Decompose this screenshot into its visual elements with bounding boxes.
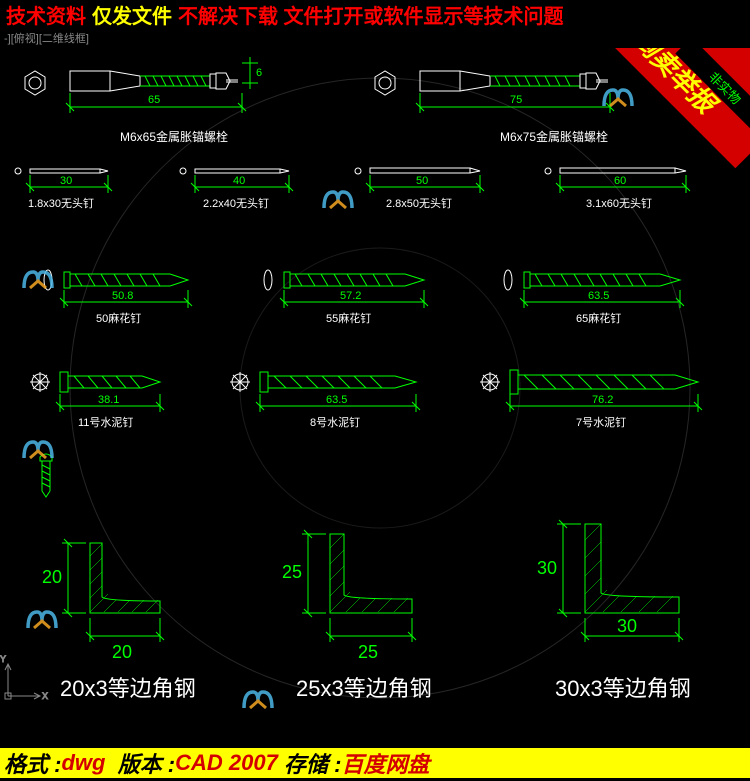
svg-text:3.1x60无头钉: 3.1x60无头钉 [586, 197, 652, 210]
ver-val: CAD 2007 [175, 750, 278, 776]
cement-nails: 38.1 11号水泥钉 63.5 8号水泥钉 [30, 370, 702, 429]
svg-text:1.8x30无头钉: 1.8x30无头钉 [28, 197, 94, 210]
svg-text:20: 20 [112, 642, 132, 662]
anchor-bolt-1: 6 65 M6x65金属胀锚螺栓 [25, 57, 262, 144]
header-text-2: 仅发文件 [92, 0, 172, 29]
svg-text:25: 25 [358, 642, 378, 662]
svg-text:8号水泥钉: 8号水泥钉 [310, 416, 360, 429]
svg-text:2.8x50无头钉: 2.8x50无头钉 [386, 197, 452, 210]
svg-text:65麻花钉: 65麻花钉 [576, 311, 621, 325]
svg-text:11号水泥钉: 11号水泥钉 [78, 416, 133, 429]
watermark-icon [24, 608, 60, 634]
svg-text:55麻花钉: 55麻花钉 [326, 311, 371, 325]
watermark-icon [320, 188, 356, 214]
svg-text:57.2: 57.2 [340, 290, 361, 302]
svg-text:30: 30 [60, 175, 72, 187]
cad-canvas: 6 65 M6x65金属胀锚螺栓 [0, 48, 750, 748]
header-text-3: 不解决下载 文件打开或软件显示等技术问题 [178, 0, 564, 29]
watermark-icon [20, 438, 56, 464]
svg-text:M6x75金属胀锚螺栓: M6x75金属胀锚螺栓 [500, 129, 608, 144]
svg-text:50.8: 50.8 [112, 290, 133, 302]
ucs-icon: Y X [0, 654, 48, 701]
svg-text:60: 60 [614, 175, 626, 187]
twist-nails: 50.8 50麻花钉 57.2 55麻花钉 63.5 [44, 270, 684, 325]
fmt-val: dwg [61, 750, 105, 776]
svg-text:X: X [42, 691, 48, 701]
svg-text:20x3等边角钢: 20x3等边角钢 [60, 676, 196, 701]
svg-text:63.5: 63.5 [588, 290, 609, 302]
svg-text:50: 50 [416, 175, 428, 187]
svg-text:M6x65金属胀锚螺栓: M6x65金属胀锚螺栓 [120, 129, 228, 144]
svg-text:2.2x40无头钉: 2.2x40无头钉 [203, 197, 269, 210]
warning-header: 技术资料 仅发文件 不解决下载 文件打开或软件显示等技术问题 [0, 0, 750, 28]
anchor-bolt-2: 75 M6x75金属胀锚螺栓 [375, 71, 614, 144]
svg-text:30: 30 [617, 616, 637, 636]
svg-text:50麻花钉: 50麻花钉 [96, 311, 141, 325]
cad-drawing: 6 65 M6x65金属胀锚螺栓 [0, 48, 750, 748]
svg-text:76.2: 76.2 [592, 394, 613, 406]
svg-text:75: 75 [510, 94, 522, 106]
svg-text:63.5: 63.5 [326, 394, 347, 406]
svg-text:40: 40 [233, 175, 245, 187]
svg-text:30x3等边角钢: 30x3等边角钢 [555, 676, 691, 701]
watermark-icon [20, 268, 56, 294]
header-text-1: 技术资料 [6, 0, 86, 29]
svg-text:7号水泥钉: 7号水泥钉 [576, 416, 626, 429]
watermark-icon [600, 86, 636, 112]
svg-text:25: 25 [282, 562, 302, 582]
watermark-icon [240, 688, 276, 714]
svg-text:65: 65 [148, 94, 160, 106]
cad-view-tab: -][俯视][二维线框] [0, 28, 750, 48]
angle-steel: 20 20 20x3等边角钢 25 25 25x3等边角钢 [42, 520, 691, 701]
svg-text:Y: Y [0, 654, 6, 664]
svg-text:20: 20 [42, 567, 62, 587]
svg-text:38.1: 38.1 [98, 394, 119, 406]
svg-text:30: 30 [537, 558, 557, 578]
svg-text:6: 6 [256, 67, 262, 79]
svg-text:25x3等边角钢: 25x3等边角钢 [296, 676, 432, 701]
